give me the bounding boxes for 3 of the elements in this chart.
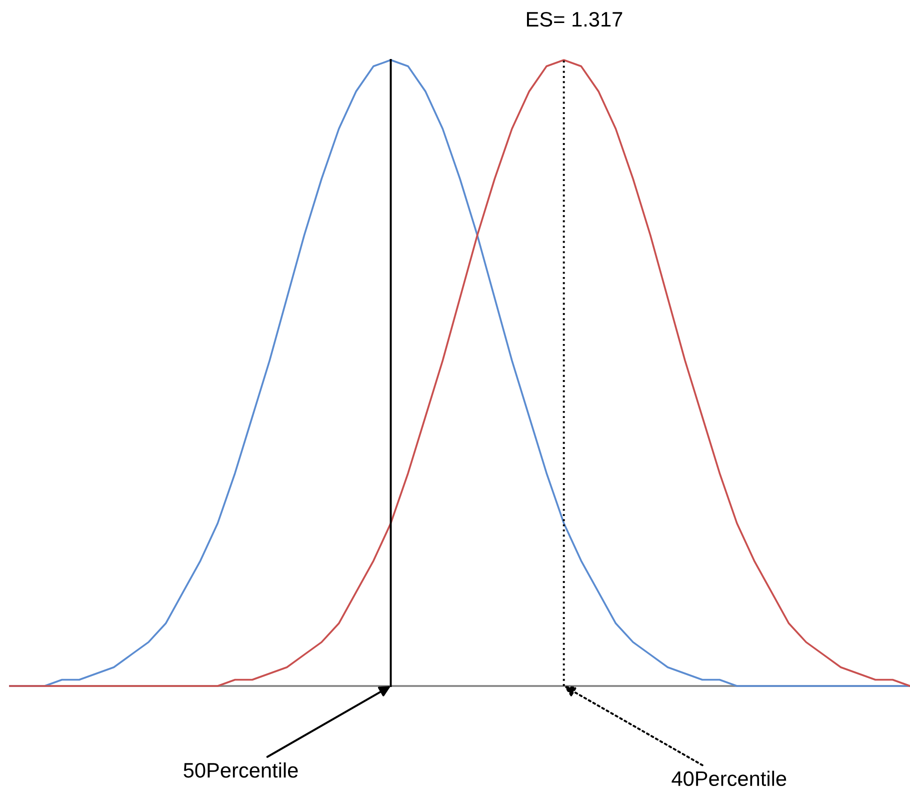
text: 50Percentile — [184, 762, 298, 778]
text: 40Percentile — [672, 770, 786, 786]
text: ES= 1.317 — [527, 12, 622, 27]
